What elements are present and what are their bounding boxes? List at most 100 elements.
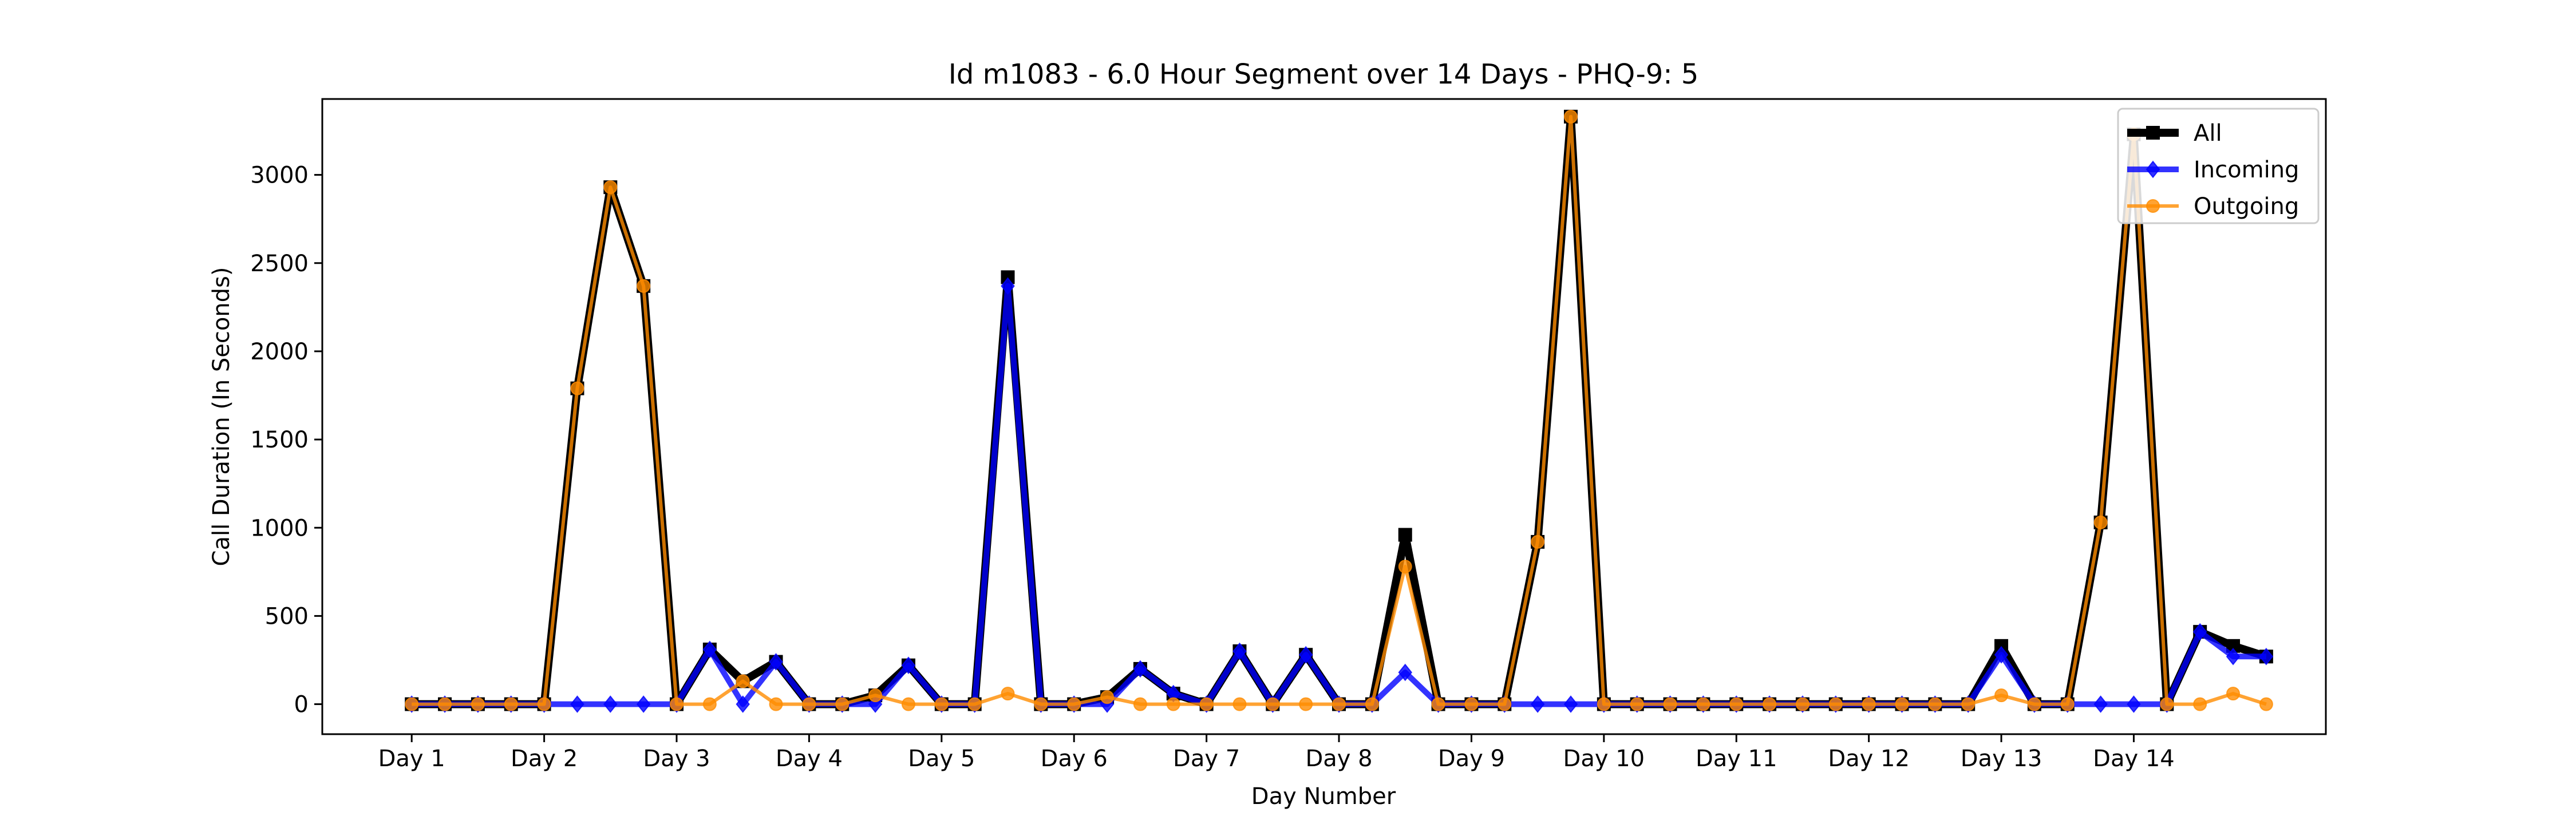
series-line-outgoing	[412, 114, 2267, 706]
legend-entry-incoming: Incoming	[2127, 157, 2299, 183]
data-point-outgoing	[1630, 697, 1644, 711]
data-point-incoming	[603, 695, 618, 713]
data-point-outgoing	[504, 697, 518, 711]
data-point-incoming	[1530, 695, 1545, 713]
data-point-outgoing	[1663, 697, 1677, 711]
data-point-outgoing	[868, 688, 883, 703]
y-tick-label: 1500	[250, 427, 309, 453]
data-point-outgoing	[1266, 697, 1280, 711]
data-point-outgoing	[1067, 697, 1081, 711]
data-point-outgoing	[2160, 697, 2174, 711]
data-point-incoming	[2093, 695, 2108, 713]
x-tick-label: Day 9	[1438, 746, 1505, 772]
data-point-outgoing	[1166, 697, 1180, 711]
legend-marker	[2146, 199, 2160, 213]
data-point-all	[1398, 528, 1412, 542]
chart-title: Id m1083 - 6.0 Hour Segment over 14 Days…	[949, 58, 1699, 90]
data-point-incoming	[636, 695, 651, 713]
data-point-outgoing	[1034, 697, 1048, 711]
data-point-outgoing	[1100, 690, 1115, 704]
data-point-outgoing	[1828, 697, 1843, 711]
data-point-outgoing	[934, 697, 949, 711]
data-point-incoming	[1001, 277, 1015, 295]
data-point-incoming	[769, 653, 783, 671]
data-point-outgoing	[1795, 697, 1809, 711]
series-all	[405, 109, 2273, 711]
y-tick-label: 500	[265, 603, 309, 629]
data-point-outgoing	[2093, 516, 2108, 529]
data-point-outgoing	[702, 697, 717, 711]
data-point-outgoing	[570, 381, 584, 395]
x-tick-label: Day 14	[2093, 746, 2175, 772]
data-point-incoming	[1232, 642, 1247, 660]
data-point-outgoing	[1332, 697, 1346, 711]
x-tick-label: Day 5	[908, 746, 975, 772]
data-point-outgoing	[2193, 697, 2207, 711]
x-tick-label: Day 12	[1828, 746, 1910, 772]
data-point-outgoing	[603, 180, 618, 195]
data-point-incoming	[2192, 623, 2207, 641]
data-point-outgoing	[1199, 697, 1214, 711]
data-point-outgoing	[2060, 697, 2075, 711]
data-point-outgoing	[1895, 697, 1909, 711]
x-axis: Day 1 Day 2 Day 3 Day 4 Day 5 Day 6 Day 7 Day 8…	[378, 734, 2175, 772]
data-point-incoming	[1398, 663, 1413, 682]
data-point-incoming	[2127, 695, 2141, 713]
data-point-outgoing	[1597, 697, 1611, 711]
data-point-incoming	[2226, 647, 2241, 665]
data-point-incoming	[1298, 645, 1313, 664]
series-incoming	[404, 277, 2274, 713]
data-point-outgoing	[2027, 697, 2041, 711]
data-point-outgoing	[1232, 697, 1247, 711]
data-point-outgoing	[736, 674, 750, 688]
data-point-incoming	[1994, 645, 2009, 664]
data-point-outgoing	[1365, 697, 1379, 711]
y-axis: 0 500 1000 1500 2000 2500 3000	[250, 163, 322, 718]
data-point-outgoing	[637, 279, 651, 293]
data-point-outgoing	[2259, 697, 2273, 711]
data-point-incoming	[736, 695, 750, 713]
y-tick-label: 0	[294, 692, 309, 718]
data-point-outgoing	[1299, 697, 1313, 711]
legend-entry-outgoing: Outgoing	[2127, 193, 2299, 220]
x-tick-label: Day 11	[1696, 746, 1777, 772]
x-tick-label: Day 10	[1563, 746, 1645, 772]
x-tick-label: Day 13	[1961, 746, 2042, 772]
x-tick-label: Day 6	[1041, 746, 1108, 772]
data-point-outgoing	[1498, 697, 1512, 711]
legend-entry-all: All	[2127, 120, 2222, 146]
data-point-incoming	[1563, 695, 1578, 713]
legend: All Incoming Outgoing	[2117, 108, 2320, 224]
data-point-incoming	[1133, 660, 1148, 678]
data-point-incoming	[901, 656, 916, 675]
data-point-outgoing	[1133, 697, 1147, 711]
y-tick-label: 3000	[250, 163, 309, 189]
series-line-all	[412, 112, 2268, 708]
x-tick-label: Day 1	[378, 746, 445, 772]
x-tick-label: Day 8	[1305, 746, 1372, 772]
data-point-outgoing	[769, 697, 783, 711]
data-point-incoming	[2259, 647, 2274, 665]
data-point-outgoing	[670, 697, 684, 711]
x-tick-label: Day 7	[1173, 746, 1240, 772]
legend-marker	[2146, 126, 2160, 140]
series-line-incoming	[412, 283, 2266, 707]
data-point-outgoing	[1729, 697, 1744, 711]
x-tick-label: Day 4	[776, 746, 843, 772]
data-point-outgoing	[2226, 687, 2241, 701]
data-point-outgoing	[901, 697, 915, 711]
data-point-outgoing	[405, 697, 419, 711]
series-outgoing	[405, 109, 2273, 711]
data-point-outgoing	[1531, 534, 1545, 549]
x-tick-label: Day 3	[643, 746, 710, 772]
data-point-outgoing	[1862, 697, 1876, 711]
data-point-outgoing	[471, 697, 485, 711]
data-point-outgoing	[1001, 687, 1015, 701]
x-axis-label: Day Number	[1251, 783, 1396, 810]
legend-label: All	[2194, 120, 2222, 146]
data-point-outgoing	[1994, 688, 2009, 703]
x-tick-label: Day 2	[511, 746, 578, 772]
data-point-outgoing	[1928, 697, 1942, 711]
plot-area	[404, 109, 2274, 713]
